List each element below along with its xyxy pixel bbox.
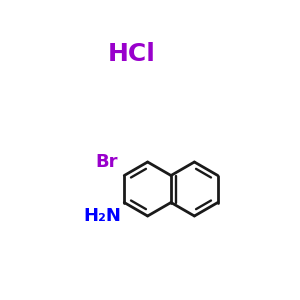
Text: Br: Br xyxy=(96,153,118,171)
Text: H₂N: H₂N xyxy=(83,207,121,225)
Text: HCl: HCl xyxy=(108,42,156,66)
